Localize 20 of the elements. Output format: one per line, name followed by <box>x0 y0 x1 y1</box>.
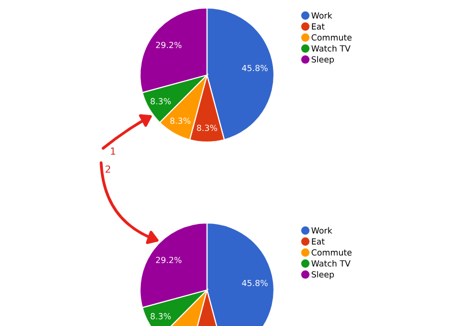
legend-label: Eat <box>312 238 325 245</box>
text: 2 <box>106 165 110 173</box>
legend-label: Commute <box>312 34 352 41</box>
data-label: 29.2% <box>156 256 182 264</box>
text: 1 <box>110 148 116 155</box>
legend-label: Work <box>311 227 332 234</box>
data-label: 8.3% <box>150 98 171 104</box>
data-label: 8.3% <box>170 118 190 124</box>
data-label: 8.3% <box>196 124 218 132</box>
legend-label: Work <box>311 12 332 19</box>
legend-label: Eat <box>312 23 325 30</box>
legend-label: Sleep <box>312 271 334 280</box>
data-label: 45.8% <box>242 280 268 286</box>
data-label: 29.2% <box>156 42 182 48</box>
data-label: 45.8% <box>242 64 268 72</box>
legend-label: Watch TV <box>311 45 350 52</box>
data-label: 8.3% <box>150 313 171 320</box>
legend-label: Watch TV <box>311 260 350 267</box>
legend-label: Sleep <box>312 56 334 64</box>
legend-label: Commute <box>312 249 352 256</box>
